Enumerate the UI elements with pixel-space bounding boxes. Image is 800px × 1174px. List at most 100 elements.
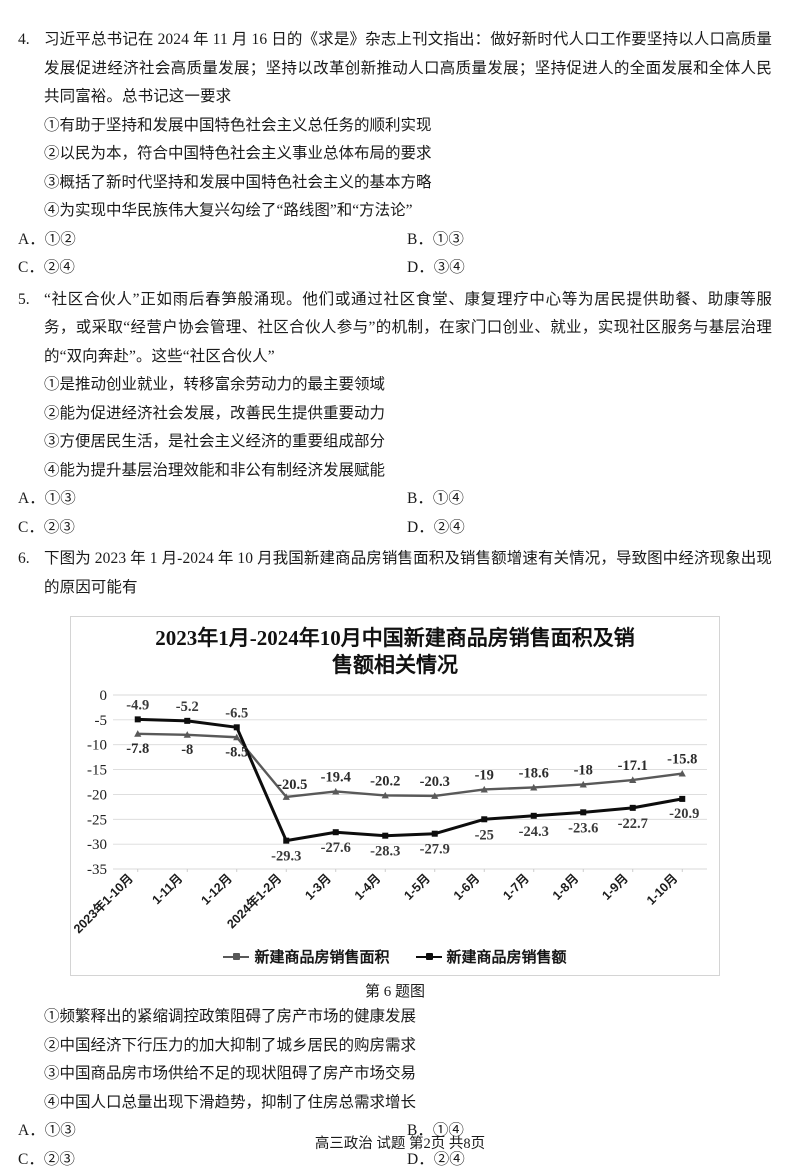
- x-axis-tick-label: 1-7月: [500, 871, 532, 903]
- page-footer: 高三政治 试题 第2页 共8页: [0, 1132, 800, 1153]
- data-label: -8: [181, 742, 193, 758]
- question-5-statement-2: ②能为促进经济社会发展，改善民生提供重要动力: [44, 400, 772, 429]
- series-marker-square: [184, 718, 190, 724]
- data-label: -4.9: [126, 697, 149, 713]
- question-5-statement-1: ①是推动创业就业，转移富余劳动力的最主要领域: [44, 371, 772, 400]
- data-label: -20.2: [370, 773, 400, 789]
- series-marker-square: [630, 805, 636, 811]
- chart-line-housing-sales: 2023年1月-2024年10月中国新建商品房销售面积及销 售额相关情况 0-5…: [70, 616, 720, 976]
- series-marker-square: [679, 796, 685, 802]
- legend-item-area: 新建商品房销售面积: [223, 946, 389, 967]
- question-4-stem: 习近平总书记在 2024 年 11 月 16 日的《求是》杂志上刊文指出：做好新…: [44, 26, 772, 112]
- x-axis-tick-label: 1-6月: [451, 871, 483, 903]
- data-label: -6.5: [225, 705, 248, 721]
- data-label: -20.3: [420, 774, 450, 790]
- question-6-statement-4: ④中国人口总量出现下滑趋势，抑制了住房总需求增长: [44, 1089, 772, 1118]
- y-axis-tick-label: -20: [87, 787, 107, 803]
- data-label: -28.3: [370, 844, 400, 860]
- data-label: -25: [475, 827, 494, 843]
- data-label: -7.8: [126, 741, 149, 757]
- data-label: -27.9: [420, 842, 450, 858]
- legend-marker-amount-icon: [416, 951, 442, 963]
- series-marker-square: [481, 816, 487, 822]
- x-axis-tick-label: 1-4月: [352, 871, 384, 903]
- question-4-choice-row-1: A．①② B．①③: [18, 226, 772, 255]
- data-label: -22.7: [618, 816, 648, 832]
- question-6-stem: 下图为 2023 年 1 月-2024 年 10 月我国新建商品房销售面积及销售…: [44, 545, 772, 602]
- data-label: -23.6: [568, 820, 598, 836]
- y-axis-tick-label: -15: [87, 763, 107, 779]
- question-4-number: 4.: [18, 26, 44, 55]
- series-marker-square: [531, 813, 537, 819]
- figure-6-container: 2023年1月-2024年10月中国新建商品房销售面积及销 售额相关情况 0-5…: [18, 616, 772, 976]
- series-line: [138, 734, 683, 797]
- data-label: -20.5: [277, 777, 307, 793]
- question-4-choice-b[interactable]: B．①③: [395, 226, 772, 255]
- chart-legend: 新建商品房销售面积 新建商品房销售额: [71, 946, 719, 967]
- data-label: -17.1: [618, 758, 648, 774]
- data-label: -20.9: [669, 806, 699, 822]
- legend-item-amount: 新建商品房销售额: [416, 946, 567, 967]
- series-marker-square: [283, 838, 289, 844]
- data-label: -19: [475, 767, 494, 783]
- question-5-choice-c[interactable]: C．②③: [18, 514, 395, 543]
- question-4-statement-1: ①有助于坚持和发展中国特色社会主义总任务的顺利实现: [44, 112, 772, 141]
- legend-label-area: 新建商品房销售面积: [254, 946, 389, 967]
- x-axis-tick-label: 1-9月: [599, 871, 631, 903]
- question-6-number: 6.: [18, 545, 44, 574]
- question-5-choice-b[interactable]: B．①④: [395, 485, 772, 514]
- question-5-stem: “社区合伙人”正如雨后春笋般涌现。他们或通过社区食堂、康复理疗中心等为居民提供助…: [44, 286, 772, 372]
- question-4-statement-3: ③概括了新时代坚持和发展中国特色社会主义的基本方略: [44, 169, 772, 198]
- question-5-choice-row-1: A．①③ B．①④: [18, 485, 772, 514]
- legend-label-amount: 新建商品房销售额: [447, 946, 567, 967]
- question-4-statement-4: ④为实现中华民族伟大复兴勾绘了“路线图”和“方法论”: [44, 197, 772, 226]
- y-axis-tick-label: -35: [87, 862, 107, 878]
- figure-6-caption: 第 6 题图: [18, 980, 772, 1001]
- data-label: -8.5: [225, 744, 248, 760]
- question-5-statement-3: ③方便居民生活，是社会主义经济的重要组成部分: [44, 428, 772, 457]
- question-5: 5. “社区合伙人”正如雨后春笋般涌现。他们或通过社区食堂、康复理疗中心等为居民…: [0, 286, 800, 543]
- data-label: -24.3: [519, 824, 549, 840]
- y-axis-tick-label: -30: [87, 837, 107, 853]
- y-axis-tick-label: -25: [87, 812, 107, 828]
- question-4-statement-2: ②以民为本，符合中国特色社会主义事业总体布局的要求: [44, 140, 772, 169]
- question-6-statement-3: ③中国商品房市场供给不足的现状阻碍了房产市场交易: [44, 1060, 772, 1089]
- question-4-choice-row-2: C．②④ D．③④: [18, 254, 772, 283]
- series-marker-square: [333, 829, 339, 835]
- series-marker-square: [135, 716, 141, 722]
- x-axis-tick-label: 1-11月: [149, 871, 185, 907]
- question-4-choice-c[interactable]: C．②④: [18, 254, 395, 283]
- data-label: -27.6: [321, 840, 351, 856]
- data-label: -29.3: [271, 849, 301, 865]
- x-axis-tick-label: 2023年1-10月: [71, 871, 136, 937]
- question-5-number: 5.: [18, 286, 44, 315]
- question-5-choice-a[interactable]: A．①③: [18, 485, 395, 514]
- data-label: -18: [574, 762, 593, 778]
- data-label: -19.4: [321, 769, 351, 785]
- x-axis-tick-label: 1-10月: [644, 871, 680, 907]
- data-label: -18.6: [519, 765, 549, 781]
- series-marker-square: [580, 809, 586, 815]
- question-4-choice-a[interactable]: A．①②: [18, 226, 395, 255]
- x-axis-tick-label: 1-8月: [550, 871, 582, 903]
- series-marker-square: [234, 724, 240, 730]
- question-6-statement-2: ②中国经济下行压力的加大抑制了城乡居民的购房需求: [44, 1032, 772, 1061]
- question-6: 6. 下图为 2023 年 1 月-2024 年 10 月我国新建商品房销售面积…: [0, 545, 800, 1174]
- question-5-choice-d[interactable]: D．②④: [395, 514, 772, 543]
- data-label: -5.2: [176, 699, 199, 715]
- x-axis-tick-label: 1-5月: [401, 871, 433, 903]
- series-marker-square: [432, 831, 438, 837]
- y-axis-tick-label: -5: [95, 713, 108, 729]
- question-5-choice-row-2: C．②③ D．②④: [18, 514, 772, 543]
- y-axis-tick-label: 0: [100, 688, 108, 704]
- y-axis-tick-label: -10: [87, 738, 107, 754]
- data-label: -15.8: [667, 752, 697, 768]
- legend-marker-area-icon: [223, 951, 249, 963]
- question-6-statement-1: ①频繁释出的紧缩调控政策阻碍了房产市场的健康发展: [44, 1003, 772, 1032]
- question-4-choice-d[interactable]: D．③④: [395, 254, 772, 283]
- x-axis-tick-label: 1-12月: [198, 871, 234, 907]
- x-axis-tick-label: 1-3月: [302, 871, 334, 903]
- series-marker-square: [382, 833, 388, 839]
